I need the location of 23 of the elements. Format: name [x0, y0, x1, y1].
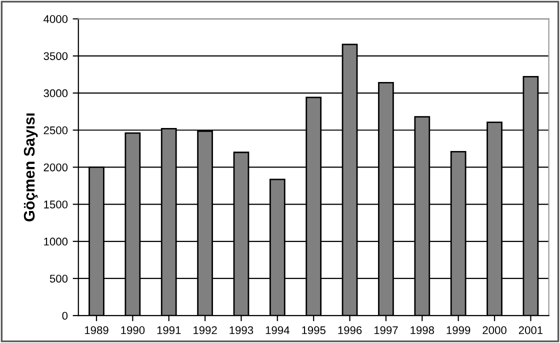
- y-tick-label: 3500: [44, 52, 68, 60]
- x-tick-label: 1997: [374, 326, 398, 334]
- x-tick-label: 1998: [410, 326, 434, 334]
- x-tick-label: 1996: [338, 326, 362, 334]
- y-tick-label: 4000: [44, 15, 68, 23]
- y-tick-label: 3000: [44, 89, 68, 98]
- y-tick-label: 0: [62, 312, 68, 320]
- x-tick-label: 1993: [230, 326, 254, 334]
- x-tick-label: 1992: [194, 326, 217, 334]
- y-tick-label: 2000: [44, 163, 68, 172]
- x-tick-label: 1991: [157, 326, 181, 334]
- x-tick-label: 2000: [482, 326, 506, 334]
- y-axis-title: Göçmen Sayısı: [24, 114, 38, 222]
- y-tick-label: 2500: [44, 126, 68, 134]
- x-tick-label: 1989: [84, 326, 108, 334]
- y-tick-label: 500: [50, 274, 68, 283]
- y-tick-label: 1500: [44, 200, 68, 208]
- x-tick-label: 1995: [302, 326, 326, 334]
- x-tick-label: 1990: [121, 326, 145, 334]
- x-tick-label: 2001: [518, 326, 543, 334]
- x-tick-label: 1994: [266, 326, 290, 334]
- y-tick-label: 1000: [44, 238, 68, 246]
- x-tick-label: 1999: [446, 326, 470, 334]
